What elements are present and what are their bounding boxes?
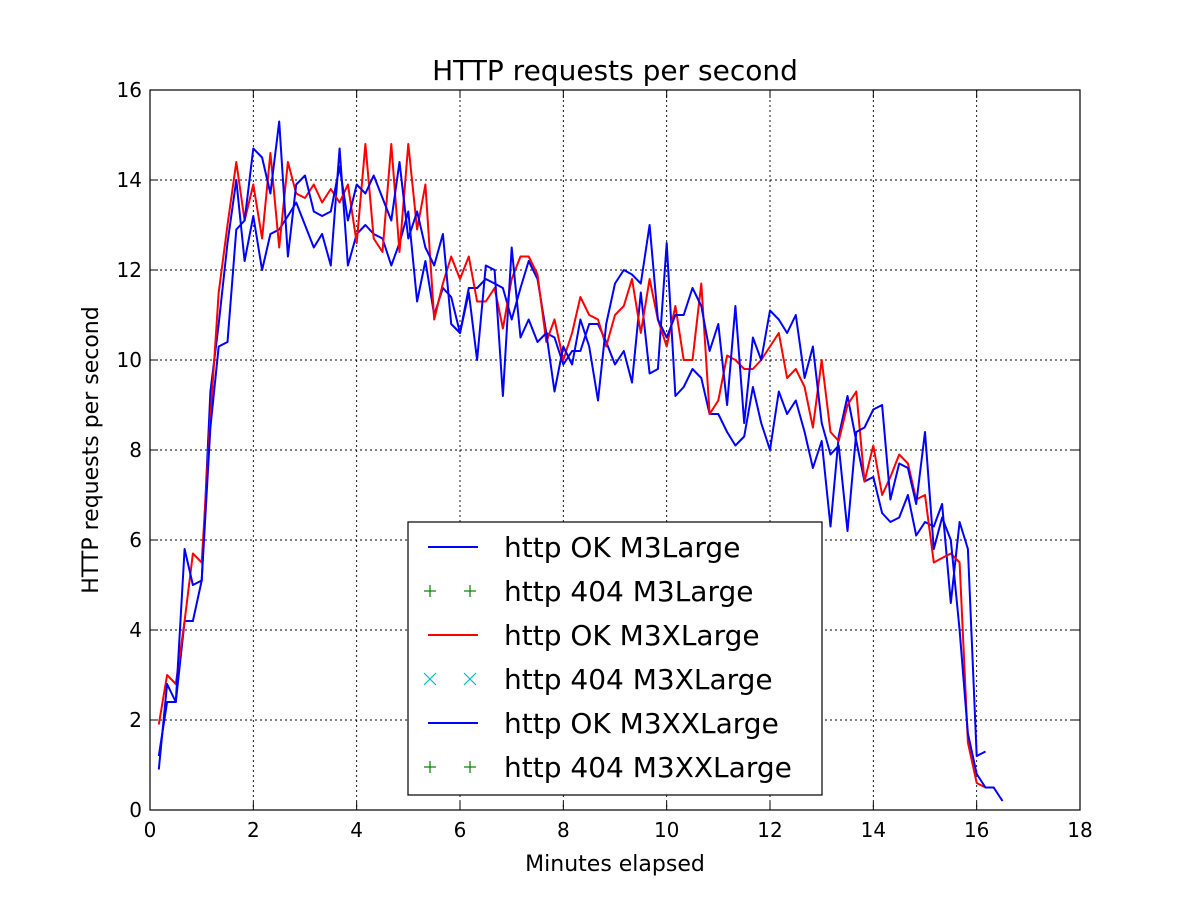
x-tick-label: 10: [654, 818, 679, 842]
legend-label: http OK M3XXLarge: [504, 707, 779, 740]
legend-plus-marker: [464, 585, 476, 597]
series-layer: [157, 120, 1004, 802]
y-tick-label: 0: [129, 798, 142, 822]
y-tick-label: 8: [129, 438, 142, 462]
x-tick-label: 2: [247, 818, 260, 842]
x-tick-label: 14: [861, 818, 886, 842]
x-tick-label: 12: [757, 818, 782, 842]
x-tick-label: 8: [557, 818, 570, 842]
legend-label: http OK M3Large: [504, 531, 740, 564]
legend-plus-marker: [464, 761, 476, 773]
series-line-4: [157, 120, 1004, 802]
y-tick-label: 4: [129, 618, 142, 642]
y-tick-label: 14: [117, 168, 142, 192]
x-axis-title: Minutes elapsed: [525, 852, 705, 877]
legend-label: http 404 M3XLarge: [504, 663, 773, 696]
legend-x-marker: [423, 672, 437, 686]
y-tick-label: 16: [117, 78, 142, 102]
legend-item: http OK M3Large: [428, 531, 740, 564]
y-tick-label: 2: [129, 708, 142, 732]
legend-box: [407, 521, 823, 796]
series-line-0: [157, 147, 986, 757]
legend-label: http 404 M3Large: [504, 575, 753, 608]
x-tick-label: 18: [1067, 818, 1092, 842]
x-tick-label: 0: [144, 818, 157, 842]
legend-plus-marker: [424, 761, 436, 773]
y-tick-label: 10: [117, 348, 142, 372]
legend-item: http OK M3XLarge: [428, 619, 760, 652]
chart-title: HTTP requests per second: [432, 54, 798, 87]
legend-plus-marker: [424, 585, 436, 597]
legend-label: http OK M3XLarge: [504, 619, 760, 652]
legend-item: http 404 M3XXLarge: [424, 751, 792, 784]
y-axis-title: HTTP requests per second: [79, 306, 104, 593]
legend: http OK M3Large http 404 M3Large http OK M…: [407, 521, 823, 796]
legend-item: http OK M3XXLarge: [428, 707, 779, 740]
y-tick-label: 12: [117, 258, 142, 282]
ticks: 0 2 4 6 8 10 12 14 16 18 0 2 4 6 8 10 12 14 16: [117, 78, 1093, 842]
y-tick-label: 6: [129, 528, 142, 552]
x-tick-label: 16: [964, 818, 989, 842]
legend-label: http 404 M3XXLarge: [504, 751, 792, 784]
legend-item: http 404 M3Large: [424, 575, 753, 608]
legend-x-marker: [463, 672, 477, 686]
x-tick-label: 6: [454, 818, 467, 842]
series-line-2: [157, 143, 986, 789]
legend-item: http 404 M3XLarge: [423, 663, 773, 696]
x-tick-label: 4: [350, 818, 363, 842]
